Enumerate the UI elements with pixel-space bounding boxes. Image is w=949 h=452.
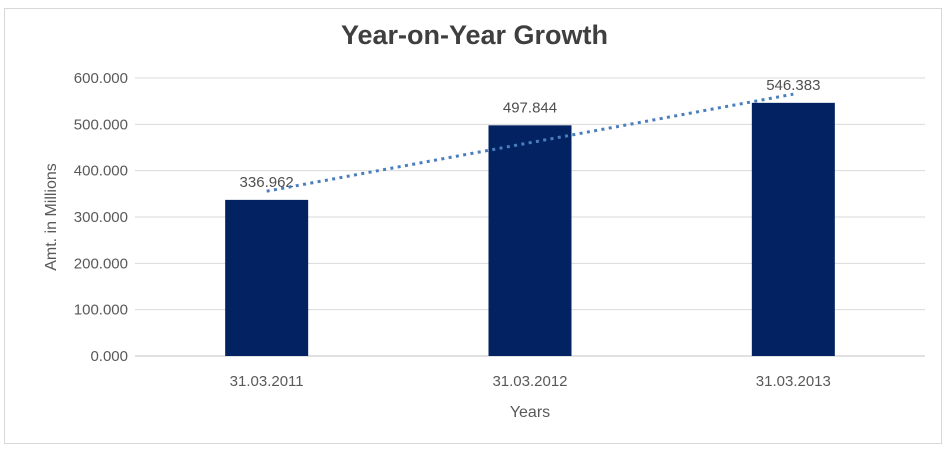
x-category-label: 31.03.2011 <box>230 373 304 390</box>
y-tick-label: 100.000 <box>74 302 128 319</box>
data-label: 497.844 <box>503 99 557 116</box>
x-category-label: 31.03.2013 <box>756 373 831 390</box>
y-tick-label: 200.000 <box>74 255 128 272</box>
bar-1[interactable] <box>488 125 572 357</box>
bar-0[interactable] <box>225 199 309 356</box>
y-tick-label: 0.000 <box>90 348 128 365</box>
trendline[interactable] <box>266 92 794 193</box>
data-label: 546.383 <box>766 77 820 94</box>
data-label: 336.962 <box>240 174 294 191</box>
x-category-label: 31.03.2012 <box>492 373 567 390</box>
chart-title: Year-on-Year Growth <box>340 20 609 50</box>
y-tick-label: 500.000 <box>74 116 128 133</box>
x-axis-title: Years <box>509 404 551 421</box>
y-tick-label: 400.000 <box>74 163 128 180</box>
y-tick-label: 600.000 <box>74 70 128 87</box>
y-tick-label: 300.000 <box>74 209 128 226</box>
bar-2[interactable] <box>751 102 835 356</box>
